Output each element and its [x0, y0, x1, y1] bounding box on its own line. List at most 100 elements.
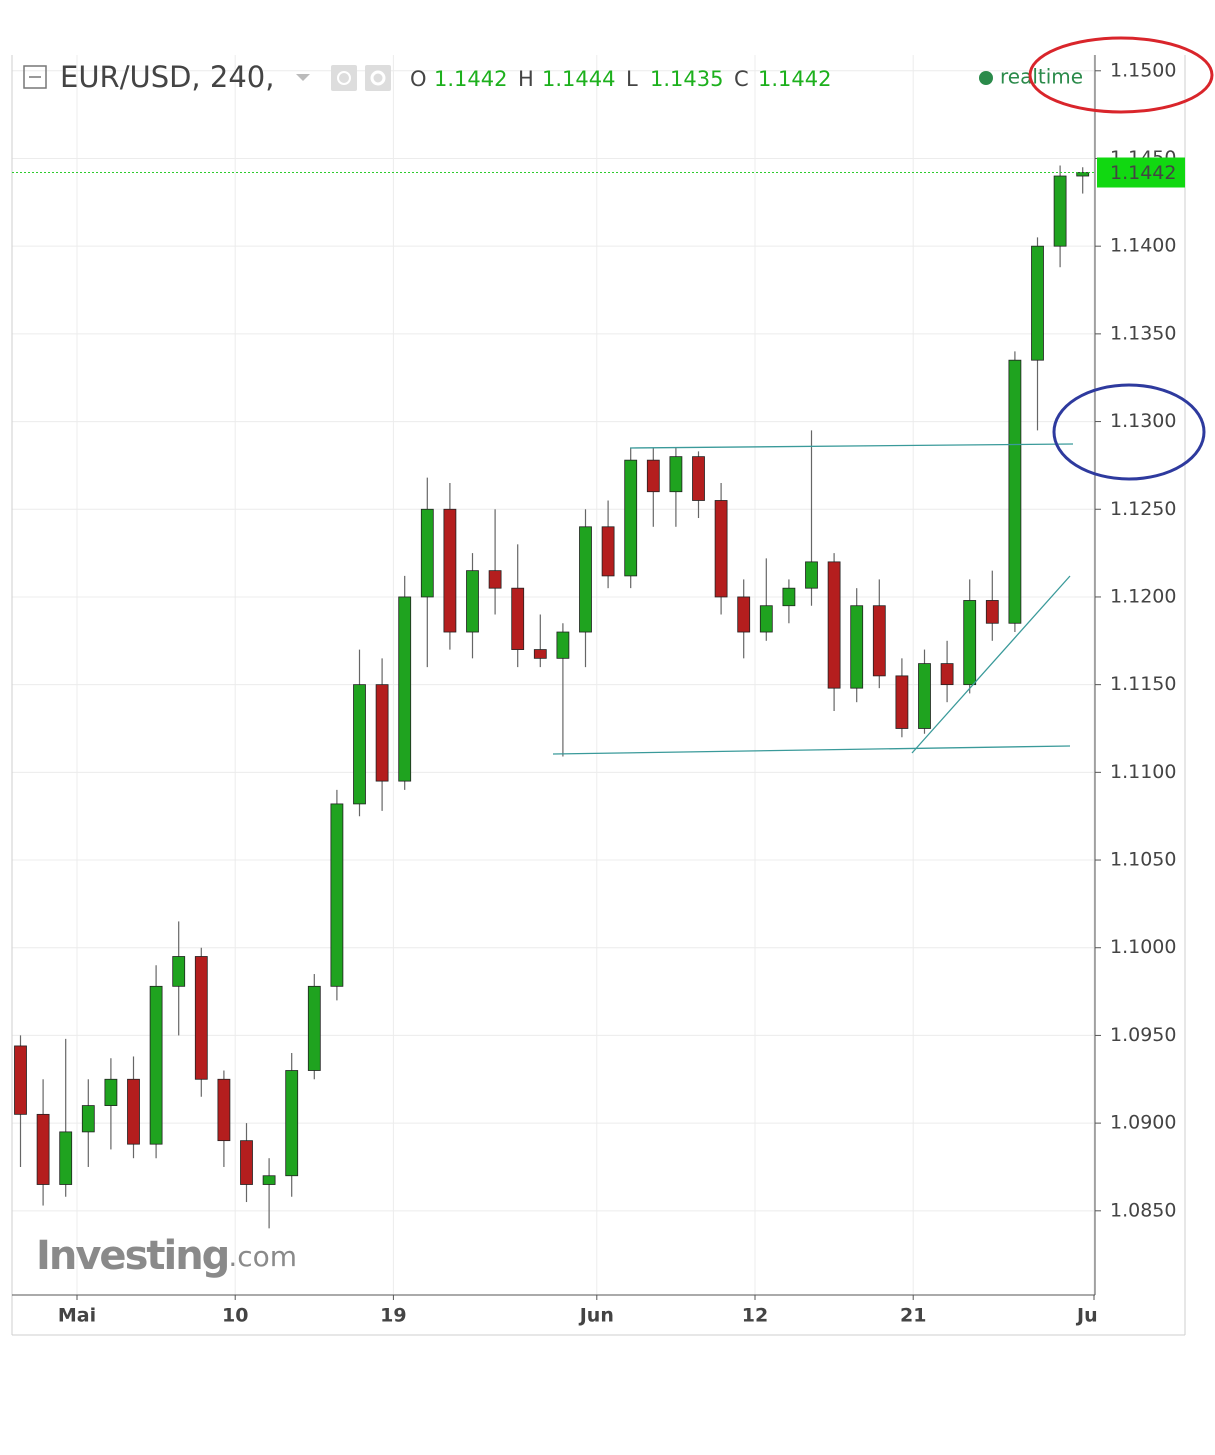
highlight-ellipse	[1052, 383, 1206, 481]
candle-body	[59, 1131, 73, 1185]
x-tick-label: 21	[900, 1305, 926, 1327]
trend-line	[911, 575, 1071, 754]
eye-icon[interactable]	[331, 65, 357, 91]
x-tick-label: Jun	[578, 1305, 614, 1327]
watermark-main: Investing	[36, 1233, 228, 1279]
last-price-tag	[1097, 157, 1185, 188]
y-tick-label: 1.0950	[1110, 1024, 1176, 1046]
ohlc-key: H	[518, 67, 534, 91]
candle-body	[172, 956, 186, 987]
ohlc-legend: O 1.1442 H 1.1444 L 1.1435 C 1.1442	[410, 67, 831, 91]
settings-icon	[370, 70, 386, 86]
x-tick-label: 12	[742, 1305, 768, 1327]
candle-body	[918, 663, 931, 729]
y-tick-label: 1.1000	[1110, 936, 1176, 958]
ohlc-key: O	[410, 67, 427, 91]
candle-body	[579, 526, 592, 633]
grid	[12, 55, 1095, 1295]
watermark: Investing.com	[36, 1233, 297, 1279]
candle-body	[307, 985, 321, 1071]
candle-body	[556, 631, 570, 659]
y-tick-label: 1.0900	[1110, 1112, 1176, 1134]
highlight-ellipse	[1028, 36, 1214, 114]
y-tick-label: 1.1150	[1110, 673, 1176, 695]
candle-body	[488, 570, 502, 589]
ohlc-key: L	[626, 67, 638, 91]
candle-body	[36, 1113, 50, 1185]
candle-body	[940, 663, 954, 686]
candle-body	[782, 587, 796, 607]
ohlc-value: 1.1442	[758, 67, 831, 91]
chart-title: EUR/USD, 240,	[60, 60, 274, 94]
candle-body	[1008, 359, 1022, 624]
y-tick-label: 1.1200	[1110, 585, 1176, 607]
candle-body	[511, 587, 525, 650]
status-dot	[979, 71, 993, 85]
ohlc-value: 1.1444	[542, 67, 615, 91]
candle-body	[963, 600, 977, 686]
candle-body	[1031, 245, 1044, 361]
y-tick-label: 1.1400	[1110, 235, 1176, 257]
ohlc-value: 1.1442	[434, 67, 507, 91]
y-tick-label: 1.0850	[1110, 1199, 1176, 1221]
y-tick-label: 1.1100	[1110, 761, 1176, 783]
candle-body	[149, 985, 163, 1145]
candle-body	[466, 570, 479, 633]
candle-body	[827, 561, 841, 689]
candle-body	[81, 1105, 95, 1133]
candle-body	[443, 508, 457, 633]
candle-body	[240, 1140, 253, 1185]
candle-body	[692, 456, 705, 501]
candle-body	[533, 649, 547, 659]
candle-body	[805, 561, 818, 589]
status-text: realtime	[1000, 65, 1083, 89]
candle-body	[104, 1078, 118, 1106]
candle-body	[714, 500, 728, 598]
y-tick-label: 1.1500	[1110, 59, 1176, 81]
candle-body	[375, 684, 389, 782]
candle-body	[601, 526, 615, 577]
trend-line	[629, 443, 1074, 449]
candle-body	[1076, 172, 1090, 177]
ohlc-value: 1.1435	[650, 67, 723, 91]
dropdown-icon[interactable]	[296, 74, 310, 81]
candle-body	[850, 605, 864, 689]
watermark-suffix: .com	[228, 1240, 297, 1273]
candle-body	[1053, 175, 1067, 247]
candle-body	[194, 956, 208, 1080]
last-price-label: 1.1442	[1110, 162, 1176, 184]
candle-body	[127, 1078, 140, 1145]
candle-body	[398, 596, 412, 782]
y-tick-label: 1.1050	[1110, 849, 1176, 871]
x-tick-label: 19	[380, 1305, 406, 1327]
candle-body	[759, 605, 773, 633]
candle-body	[895, 675, 909, 729]
candle-body	[737, 596, 751, 633]
ohlc-key: C	[734, 67, 749, 91]
candle-body	[646, 459, 660, 493]
collapse-icon[interactable]	[23, 65, 47, 89]
settings-icon[interactable]	[365, 65, 391, 91]
candles	[14, 165, 1090, 1229]
candle-body	[14, 1045, 27, 1115]
x-tick-label: Ju	[1075, 1305, 1098, 1327]
candle-body	[985, 600, 999, 624]
candle-body	[330, 803, 344, 987]
y-tick-label: 1.1250	[1110, 498, 1176, 520]
candle-body	[285, 1070, 299, 1177]
candle-body	[420, 508, 434, 598]
candle-body	[669, 456, 683, 493]
candle-body	[624, 459, 638, 577]
x-tick-label: 10	[222, 1305, 248, 1327]
candle-body	[217, 1078, 231, 1142]
candle-body	[262, 1175, 276, 1185]
y-tick-label: 1.1300	[1110, 410, 1176, 432]
candle-body	[353, 684, 366, 805]
x-tick-label: Mai	[58, 1305, 96, 1327]
eye-icon	[337, 71, 351, 85]
trend-line	[552, 745, 1071, 755]
y-tick-label: 1.1350	[1110, 322, 1176, 344]
candle-body	[872, 605, 886, 677]
